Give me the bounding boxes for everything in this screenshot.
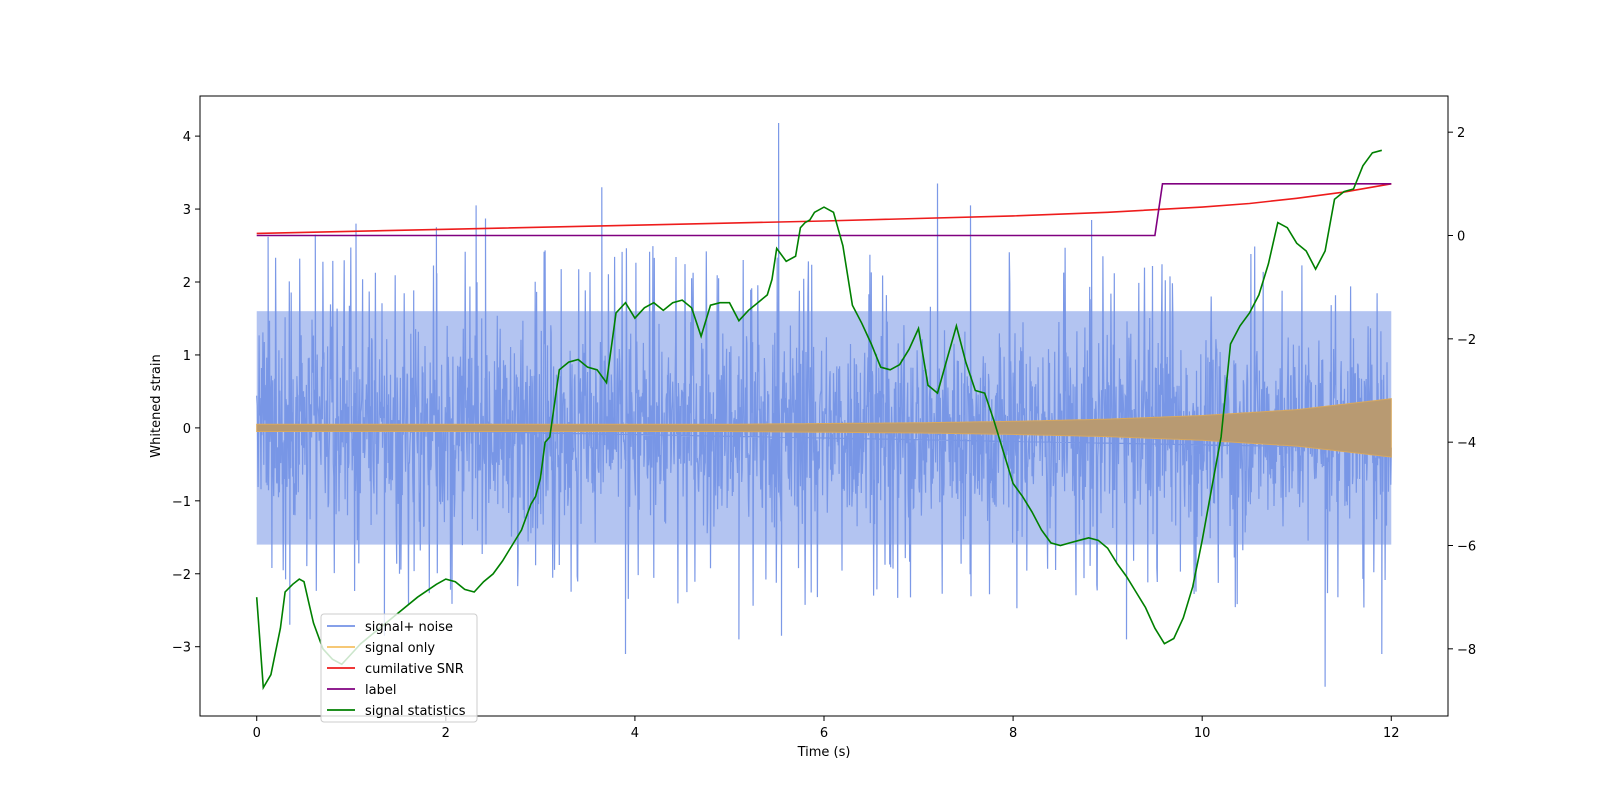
x-axis-label: Time (s) [797, 745, 851, 760]
x-tick-label: 12 [1383, 726, 1400, 741]
y-axis-label: Whitened strain [149, 354, 164, 457]
y2-tick-label: −6 [1457, 540, 1476, 555]
x-tick-label: 0 [253, 726, 261, 741]
legend-label: signal+ noise [365, 620, 453, 635]
y-tick-label: −1 [172, 495, 191, 510]
y2-tick-label: −4 [1457, 436, 1476, 451]
series-label [256, 183, 1392, 237]
y-tick-label: −2 [172, 568, 191, 583]
legend: signal+ noise signal only cumilative SNR la… [320, 613, 478, 723]
x-tick-label: 10 [1194, 726, 1211, 741]
y-axis-left: −3 −2 −1 0 1 2 3 4 [172, 130, 200, 656]
series-signal-statistics [255, 149, 1383, 691]
y-axis-right: −8 −6 −4 −2 0 2 [1448, 126, 1476, 658]
x-tick-label: 6 [820, 726, 828, 741]
x-tick-label: 2 [442, 726, 450, 741]
y-tick-label: −3 [172, 641, 191, 656]
plot-area [255, 122, 1392, 691]
legend-box [320, 613, 478, 723]
y-tick-label: 1 [183, 349, 191, 364]
legend-label: label [365, 683, 396, 698]
y-tick-label: 4 [183, 130, 191, 145]
x-tick-label: 4 [631, 726, 639, 741]
series-signal-only [256, 398, 1392, 458]
y2-tick-label: 0 [1457, 230, 1465, 245]
x-tick-label: 8 [1009, 726, 1017, 741]
legend-label: signal statistics [365, 704, 466, 719]
x-axis: 0 2 4 6 8 10 12 [253, 716, 1400, 741]
legend-label: signal only [365, 641, 435, 656]
y-tick-label: 3 [183, 203, 191, 218]
series-cumulative-snr [256, 183, 1392, 235]
y2-tick-label: −2 [1457, 333, 1476, 348]
y2-tick-label: −8 [1457, 643, 1476, 658]
y2-tick-label: 2 [1457, 126, 1465, 141]
y-tick-label: 2 [183, 276, 191, 291]
y-tick-label: 0 [183, 422, 191, 437]
legend-label: cumilative SNR [365, 662, 464, 677]
